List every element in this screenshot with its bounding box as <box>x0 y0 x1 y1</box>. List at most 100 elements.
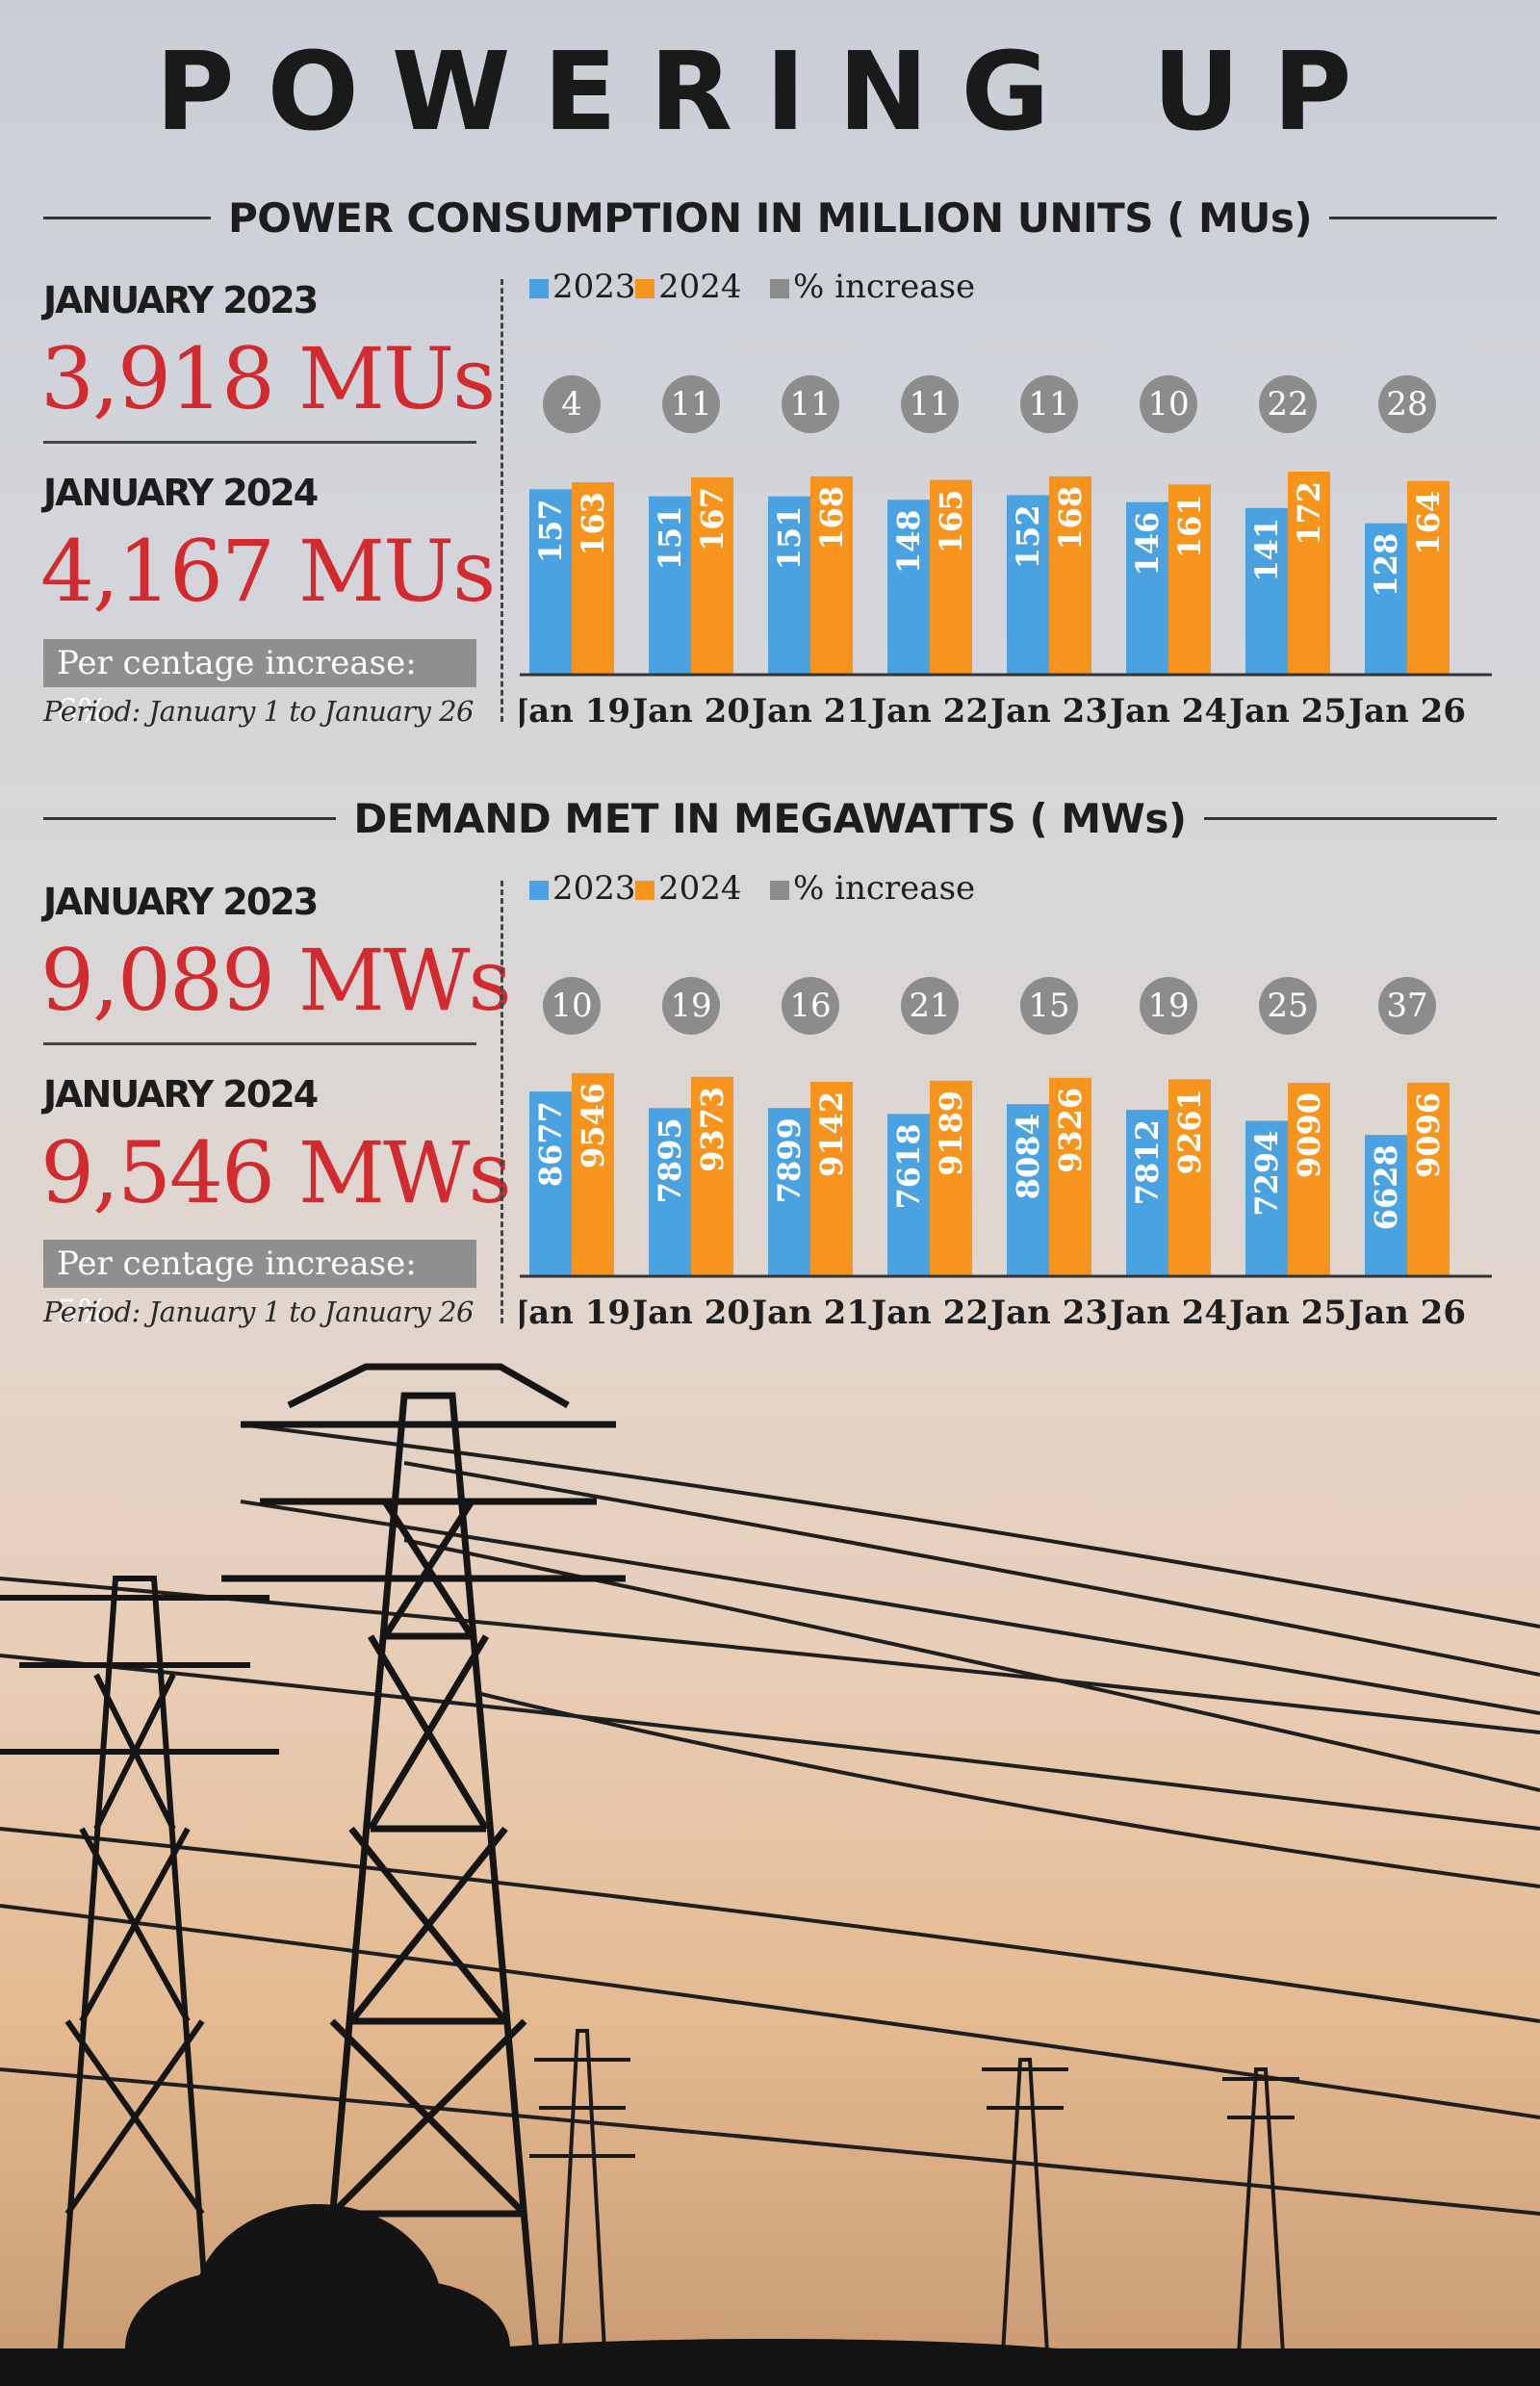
bar-value-label: 164 <box>1410 491 1447 555</box>
bar-2024 <box>691 477 733 674</box>
category-label: Jan 25 <box>1226 692 1347 731</box>
pct-increase-badge <box>1140 977 1197 1035</box>
pct-increase-badge <box>1259 977 1317 1035</box>
bar-value-label: 8084 <box>1010 1114 1046 1199</box>
bar-value-label: 152 <box>1010 504 1046 569</box>
bar-2023 <box>1007 1104 1049 1275</box>
bar-2024 <box>1288 472 1330 674</box>
pct-increase-badge <box>901 977 959 1035</box>
bar-2023 <box>1245 1120 1288 1275</box>
section-heading-text: POWER CONSUMPTION IN MILLION UNITS ( MUs… <box>227 193 1313 242</box>
bar-2023 <box>529 489 572 674</box>
divider-dashed <box>500 881 503 1323</box>
bar-2023 <box>1365 1135 1407 1275</box>
pct-increase-badge <box>782 977 839 1035</box>
section-heading-consumption: POWER CONSUMPTION IN MILLION UNITS ( MUs… <box>0 189 1540 246</box>
bar-2024 <box>1288 1083 1330 1275</box>
pct-increase-value: 28 <box>1386 385 1427 423</box>
bar-value-label: 167 <box>694 487 731 552</box>
stat-label-2023: JANUARY 2023 <box>43 881 319 923</box>
bar-2023 <box>887 500 930 674</box>
bar-value-label: 172 <box>1291 481 1327 546</box>
bar-2024 <box>930 479 972 674</box>
category-label: Jan 25 <box>1226 1294 1347 1332</box>
bar-value-label: 128 <box>1368 533 1404 598</box>
legend-swatch <box>529 881 549 900</box>
pct-increase-value: 10 <box>551 987 592 1025</box>
bar-value-label: 9373 <box>694 1087 731 1172</box>
bar-2024 <box>691 1076 733 1275</box>
bar-2023 <box>1126 501 1168 674</box>
category-label: Jan 21 <box>749 692 869 731</box>
bar-2023 <box>649 496 691 674</box>
bar-2024 <box>1168 1079 1211 1275</box>
pct-increase-badge <box>1259 375 1317 433</box>
category-label: Jan 24 <box>1107 692 1227 731</box>
legend-swatch <box>529 279 549 298</box>
category-label: Jan 20 <box>629 1294 750 1332</box>
stat-value-2023: 3,918 MUs <box>40 329 496 428</box>
bar-value-label: 7294 <box>1248 1131 1285 1217</box>
stat-label-2024: JANUARY 2024 <box>43 1073 319 1116</box>
bar-value-label: 165 <box>933 490 969 554</box>
bar-value-label: 9326 <box>1052 1088 1089 1173</box>
bar-value-label: 7812 <box>1129 1119 1166 1205</box>
bar-2023 <box>529 1091 572 1275</box>
stat-label-2024: JANUARY 2024 <box>43 472 319 514</box>
bar-value-label: 161 <box>1171 494 1208 558</box>
pct-increase-value: 10 <box>1147 385 1189 423</box>
bar-value-label: 163 <box>575 492 611 556</box>
bar-value-label: 168 <box>813 486 850 551</box>
pct-increase-badge <box>543 977 601 1035</box>
pct-increase-badge <box>543 375 601 433</box>
pct-increase-value: 22 <box>1267 385 1308 423</box>
bar-2023 <box>1126 1110 1168 1275</box>
bar-2024 <box>1049 475 1091 674</box>
bar-value-label: 151 <box>771 506 808 571</box>
bar-2024 <box>930 1080 972 1275</box>
pct-increase-badge <box>782 375 839 433</box>
legend-swatch <box>635 881 654 900</box>
bar-value-label: 148 <box>890 509 927 574</box>
divider-dashed <box>500 279 503 722</box>
bar-value-label: 9546 <box>575 1083 611 1168</box>
divider <box>43 1042 476 1045</box>
pct-increase-value: 11 <box>909 385 950 423</box>
percentage-increase-box: Per centage increase: 5% <box>43 1240 476 1331</box>
pct-increase-badge <box>1020 375 1078 433</box>
pct-increase-badge <box>1020 977 1078 1035</box>
legend-label: 2023 <box>552 871 636 908</box>
bar-2024 <box>1407 480 1450 674</box>
bar-2024 <box>572 481 614 674</box>
category-label: Jan 23 <box>988 692 1108 731</box>
bar-2024 <box>1049 1077 1091 1275</box>
bar-2023 <box>1245 507 1288 674</box>
pct-increase-value: 19 <box>670 987 711 1025</box>
category-label: Jan 26 <box>1346 692 1466 731</box>
bar-2023 <box>887 1114 930 1275</box>
bar-value-label: 151 <box>652 506 688 571</box>
pct-increase-badge <box>901 375 959 433</box>
bar-value-label: 7895 <box>652 1117 688 1203</box>
category-label: Jan 19 <box>520 1294 630 1332</box>
bar-2023 <box>649 1108 691 1275</box>
category-label: Jan 26 <box>1346 1294 1466 1332</box>
bar-value-label: 168 <box>1052 486 1089 551</box>
pct-increase-value: 25 <box>1267 987 1308 1025</box>
pct-increase-badge <box>1378 375 1436 433</box>
stat-label-2023: JANUARY 2023 <box>43 279 319 321</box>
bar-value-label: 157 <box>532 499 569 563</box>
legend-swatch <box>770 881 789 900</box>
legend-swatch <box>770 279 789 298</box>
bar-2024 <box>810 475 853 674</box>
percentage-increase-box: Per centage increase: 6% <box>43 639 476 731</box>
bar-2023 <box>1007 495 1049 674</box>
category-label: Jan 22 <box>868 692 988 731</box>
category-label: Jan 19 <box>520 692 630 731</box>
bar-value-label: 146 <box>1129 512 1166 577</box>
pct-increase-badge <box>662 977 720 1035</box>
category-label: Jan 20 <box>629 692 750 731</box>
